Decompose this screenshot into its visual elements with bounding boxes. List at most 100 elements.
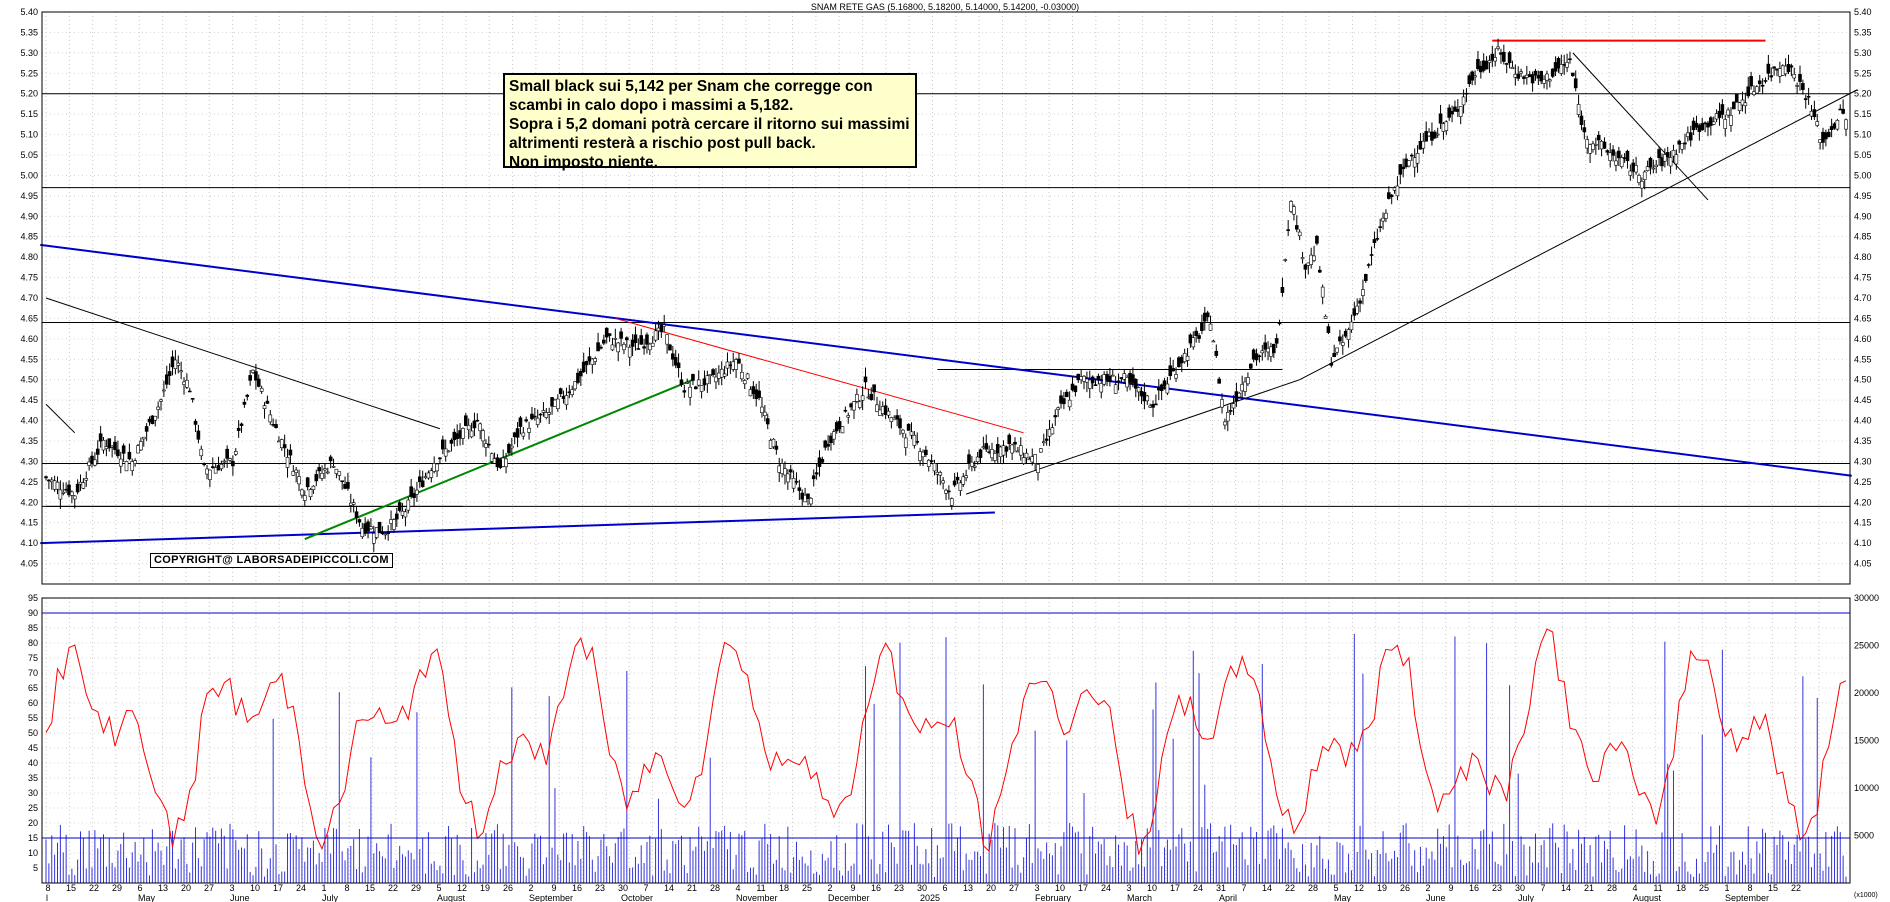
- candle-body: [866, 396, 871, 399]
- candle-body: [1030, 456, 1035, 463]
- candle-body: [300, 489, 304, 496]
- candle-body: [84, 478, 89, 481]
- candle-body: [61, 491, 66, 494]
- candle-body: [380, 532, 385, 535]
- candle-body: [1133, 378, 1138, 389]
- candle-body: [1225, 412, 1230, 422]
- candle-body: [671, 353, 675, 360]
- candle-body: [262, 405, 267, 409]
- oscillator-tick-label: 85: [28, 623, 38, 633]
- candle-body: [340, 480, 344, 483]
- candle-body: [1266, 348, 1270, 353]
- oscillator-tick-label: 10: [28, 848, 38, 858]
- candle-body: [1568, 58, 1572, 61]
- candle-body: [1792, 73, 1797, 79]
- candle-body: [1490, 53, 1495, 61]
- candle-body: [432, 463, 436, 472]
- price-tick-label: 5.40: [20, 7, 38, 17]
- candle-body: [127, 451, 132, 460]
- candle-body: [285, 457, 290, 468]
- day-tick-label: 16: [871, 883, 881, 893]
- downtrend-line-blue: [40, 243, 1852, 477]
- candle-body: [903, 437, 908, 448]
- uptrend-line-black: [1299, 89, 1858, 381]
- candle-body: [487, 443, 491, 446]
- candle-body: [1145, 395, 1150, 402]
- candle-body: [343, 484, 347, 489]
- month-label: February: [1035, 893, 1072, 902]
- candle-body: [748, 389, 753, 397]
- candle-body: [1755, 86, 1759, 94]
- candle-body: [1361, 289, 1365, 296]
- candle-body: [1596, 134, 1601, 141]
- candle-body: [1082, 375, 1086, 382]
- candle-body: [1550, 68, 1555, 77]
- candle-body: [797, 487, 802, 491]
- candle-body: [1711, 121, 1716, 125]
- candle-body: [282, 444, 287, 449]
- candle-body: [1493, 57, 1498, 62]
- candle-body: [1668, 157, 1673, 167]
- candle-body: [1631, 162, 1636, 172]
- candle-body: [1136, 387, 1141, 393]
- day-tick-label: 2: [827, 883, 832, 893]
- price-tick-label: 5.25: [1854, 68, 1872, 78]
- candle-body: [49, 479, 54, 483]
- candle-body: [415, 489, 419, 495]
- candle-body: [1484, 60, 1489, 70]
- downtrend-line-black: [45, 297, 441, 430]
- candle-body: [998, 446, 1003, 458]
- candle-body: [593, 358, 598, 362]
- candle-body: [1504, 63, 1509, 65]
- candle-body: [1358, 300, 1362, 304]
- candle-body: [1594, 144, 1598, 146]
- candle-body: [1680, 143, 1684, 150]
- candle-body: [1757, 80, 1762, 85]
- candle-body: [104, 446, 109, 450]
- candle-body: [1714, 113, 1719, 120]
- day-tick-label: 5: [1333, 883, 1338, 893]
- candle-body: [1614, 160, 1618, 166]
- candle-body: [533, 415, 537, 418]
- candle-body: [1559, 64, 1564, 74]
- candle-body: [233, 451, 238, 455]
- candle-body: [1637, 175, 1641, 183]
- candle-body: [794, 481, 799, 483]
- candle-body: [1110, 374, 1115, 377]
- candle-body: [409, 486, 413, 497]
- candle-body: [495, 457, 500, 468]
- candle-body: [751, 386, 756, 395]
- candle-body: [1076, 373, 1081, 381]
- price-tick-label: 4.90: [1854, 211, 1872, 221]
- month-label: October: [621, 893, 653, 902]
- price-tick-label: 4.10: [1854, 538, 1872, 548]
- candle-body: [418, 476, 422, 483]
- candle-body: [602, 339, 606, 344]
- day-tick-label: 6: [942, 883, 947, 893]
- candle-body: [630, 339, 635, 347]
- candle-body: [1418, 140, 1423, 150]
- candle-body: [1024, 452, 1029, 459]
- candle-body: [788, 469, 793, 473]
- candle-body: [196, 430, 201, 440]
- candle-body: [1516, 73, 1521, 79]
- candle-body: [1806, 95, 1811, 98]
- candle-body: [228, 458, 232, 461]
- candle-body: [1832, 123, 1837, 129]
- price-tick-label: 4.25: [1854, 477, 1872, 487]
- price-tick-label: 4.70: [1854, 293, 1872, 303]
- candle-body: [1119, 377, 1124, 380]
- candle-body: [1519, 71, 1523, 74]
- candle-body: [1481, 60, 1486, 71]
- candle-body: [1228, 410, 1233, 412]
- day-tick-label: 22: [1285, 883, 1295, 893]
- candle-body: [567, 391, 572, 394]
- candlesticks: [44, 38, 1848, 553]
- candle-body: [852, 401, 856, 411]
- candle-body: [1139, 390, 1144, 397]
- candle-body: [1723, 119, 1728, 129]
- price-tick-label: 4.35: [1854, 436, 1872, 446]
- candle-body: [921, 451, 925, 458]
- candle-body: [659, 324, 664, 333]
